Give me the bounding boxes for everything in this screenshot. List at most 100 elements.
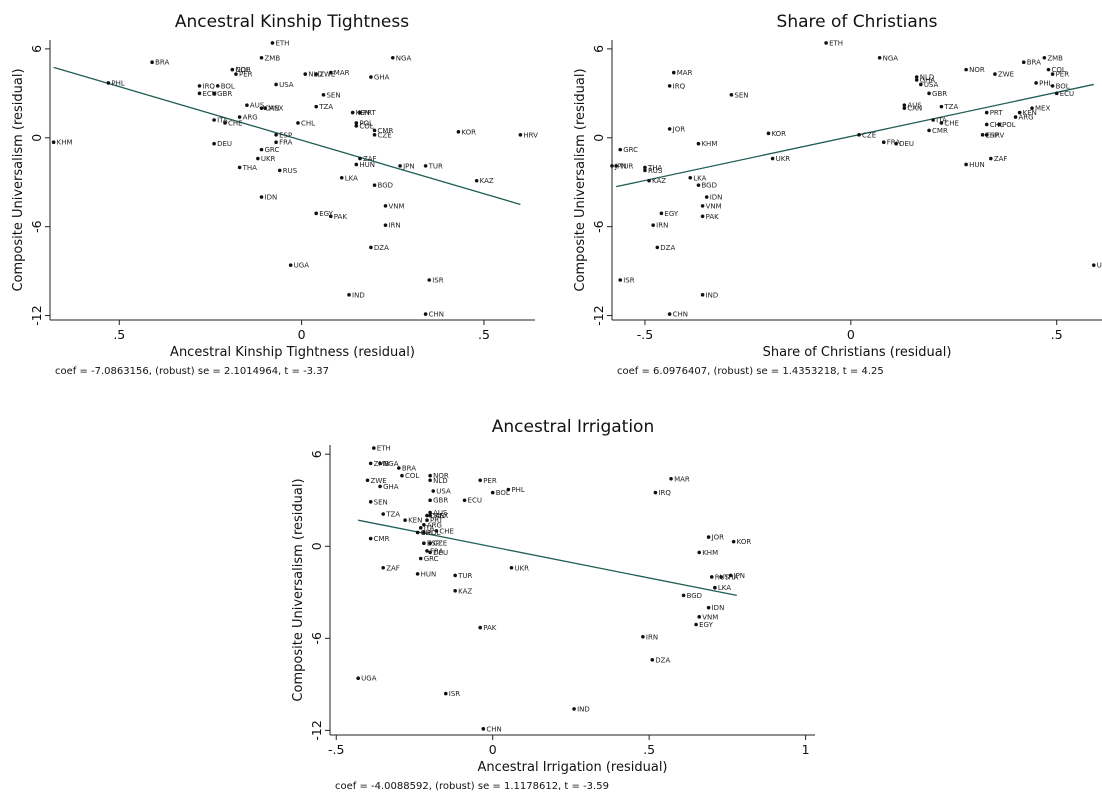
point-label: PHL <box>111 79 124 87</box>
point-label: JPN <box>733 572 746 580</box>
point-label: CHN <box>429 311 444 319</box>
data-point <box>365 478 370 483</box>
point-label: TUR <box>618 162 633 170</box>
point-label: GBR <box>433 497 448 505</box>
data-point <box>1013 115 1018 119</box>
data-point <box>647 178 651 183</box>
point-label: KAZ <box>458 587 472 595</box>
data-point <box>728 573 733 578</box>
point-label: ZMB <box>1047 54 1063 62</box>
point-label: UKR <box>776 155 791 163</box>
data-point <box>770 156 775 161</box>
data-point <box>719 575 723 579</box>
point-label: COL <box>359 122 373 130</box>
data-point <box>303 72 308 76</box>
y-tick-label: 6 <box>591 45 606 53</box>
point-label: KHM <box>701 140 717 148</box>
point-label: FRA <box>430 547 444 555</box>
point-label: PRT <box>990 109 1004 117</box>
data-point <box>422 541 426 546</box>
point-label: ESP <box>986 131 999 139</box>
point-label: DEU <box>217 140 232 148</box>
point-label: MEX <box>268 105 283 113</box>
point-label: MAR <box>334 69 350 77</box>
point-label: JOR <box>711 534 725 542</box>
data-point <box>697 615 702 619</box>
data-point <box>572 707 576 711</box>
data-point <box>1034 81 1038 85</box>
data-point <box>212 118 216 122</box>
y-tick-label: 6 <box>309 450 324 458</box>
point-label: UGA <box>294 262 310 270</box>
y-tick-label: 0 <box>29 134 44 142</box>
point-label: ISR <box>432 277 444 285</box>
point-label: CHE <box>439 527 454 535</box>
data-point <box>518 133 523 137</box>
point-label: BGD <box>701 182 717 190</box>
point-label: BOL <box>1056 82 1070 90</box>
point-label: MAR <box>677 69 693 77</box>
point-label: ZAF <box>363 155 377 163</box>
data-point <box>997 122 1001 127</box>
data-point <box>984 110 989 115</box>
data-point <box>1021 60 1026 65</box>
data-point <box>51 140 56 145</box>
point-label: IRN <box>388 222 400 230</box>
x-axis-label: Ancestral Irrigation (residual) <box>477 760 667 775</box>
point-label: KOR <box>771 130 786 138</box>
data-point <box>428 510 432 515</box>
data-point <box>427 278 432 282</box>
point-label: CHL <box>990 121 1004 129</box>
point-label: PER <box>1056 71 1070 79</box>
point-label: VNM <box>706 202 722 210</box>
regression-note: coef = 6.0976407, (robust) se = 1.435321… <box>617 366 884 377</box>
point-label: USA <box>436 488 451 496</box>
x-tick-label: 0 <box>489 742 497 757</box>
data-point <box>490 490 495 495</box>
data-point <box>902 106 907 110</box>
x-axis-label: Share of Christians (residual) <box>763 345 952 360</box>
point-label: IND <box>577 705 590 713</box>
y-tick-label: 0 <box>309 542 324 550</box>
point-label: HRV <box>523 131 538 139</box>
data-point <box>694 622 698 627</box>
data-point <box>428 473 432 478</box>
data-point <box>651 223 655 227</box>
data-point <box>704 195 709 199</box>
point-label: TZA <box>318 103 333 111</box>
data-point <box>434 529 439 533</box>
data-point <box>614 164 618 168</box>
point-label: CAN <box>430 512 445 520</box>
point-label: GRC <box>424 555 439 563</box>
data-point <box>339 175 344 180</box>
point-label: AUS <box>250 102 265 110</box>
data-point <box>321 93 326 97</box>
data-point <box>150 60 154 65</box>
point-label: CHN <box>486 725 501 733</box>
data-point <box>237 165 242 170</box>
point-label: VNM <box>702 613 718 621</box>
data-point <box>369 245 373 250</box>
point-label: ZMB <box>265 54 281 62</box>
data-point <box>368 499 373 504</box>
data-point <box>696 141 701 146</box>
data-point <box>481 727 486 731</box>
data-point <box>314 104 319 109</box>
point-label: JPN <box>614 162 627 170</box>
fit-line <box>615 83 1094 188</box>
data-point <box>659 211 664 216</box>
data-point <box>428 513 432 518</box>
point-label: IRQ <box>673 82 686 90</box>
point-label: GBR <box>217 90 232 98</box>
data-point <box>259 195 264 199</box>
point-label: BGD <box>378 182 394 190</box>
data-point <box>354 162 359 167</box>
data-point <box>378 461 382 466</box>
data-point <box>215 84 220 88</box>
data-point <box>398 164 402 168</box>
point-label: BOL <box>221 82 235 90</box>
data-point <box>234 72 238 76</box>
data-point <box>700 214 705 219</box>
point-label: ETH <box>275 39 289 47</box>
data-point <box>368 536 373 541</box>
